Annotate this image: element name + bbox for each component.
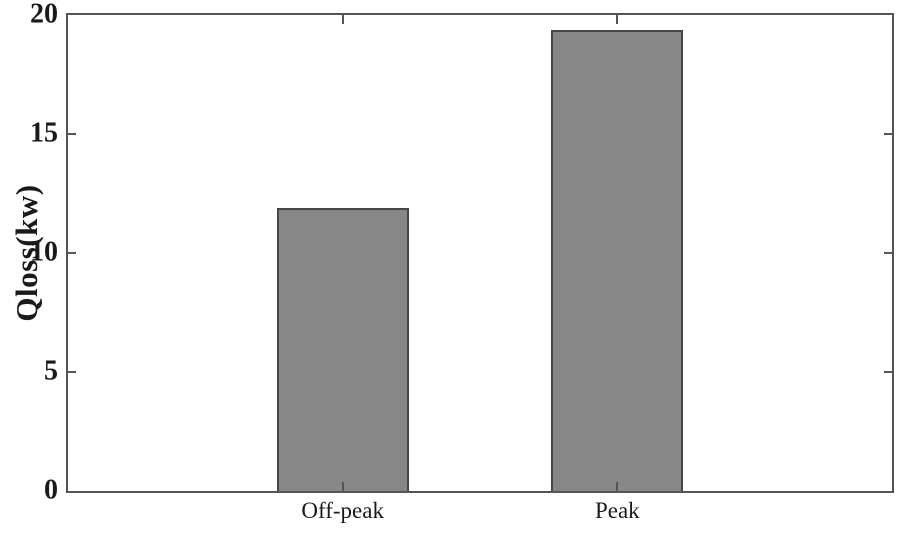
x-tick-bottom xyxy=(616,482,618,491)
y-tick-label: 20 xyxy=(30,0,58,30)
y-tick-label: 15 xyxy=(30,117,58,149)
y-tick-right xyxy=(884,252,892,254)
bar-off-peak xyxy=(277,208,409,491)
y-tick-left xyxy=(68,133,76,135)
x-tick-top xyxy=(342,15,344,24)
bar-peak xyxy=(551,30,683,491)
y-tick-left xyxy=(68,371,76,373)
x-tick-label: Peak xyxy=(594,498,640,523)
plot-area xyxy=(66,13,894,493)
x-tick-top xyxy=(616,15,618,24)
y-tick-right xyxy=(884,371,892,373)
y-tick-label: 10 xyxy=(30,236,58,268)
y-tick-left xyxy=(68,252,76,254)
y-tick-right xyxy=(884,133,892,135)
y-tick-label: 5 xyxy=(44,355,58,387)
y-tick-label: 0 xyxy=(44,474,58,506)
x-tick-label: Off-peak xyxy=(301,498,384,523)
x-tick-bottom xyxy=(342,482,344,491)
